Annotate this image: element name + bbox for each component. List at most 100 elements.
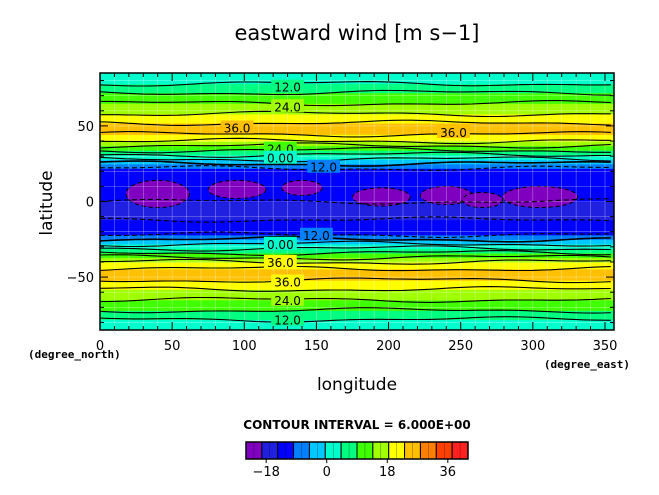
band <box>100 265 614 268</box>
band <box>100 108 614 110</box>
band <box>100 82 614 85</box>
band <box>100 280 614 282</box>
band <box>100 263 614 265</box>
band <box>100 283 614 285</box>
band <box>100 78 614 80</box>
band <box>100 172 614 175</box>
band <box>100 79 614 82</box>
band <box>100 257 614 259</box>
band <box>100 100 614 103</box>
band <box>100 181 614 184</box>
band <box>100 232 614 234</box>
band <box>100 129 614 132</box>
contour-label: 36.0 <box>224 121 251 135</box>
contour-label: 12.0 <box>274 81 301 95</box>
band <box>100 141 614 144</box>
band <box>100 138 614 140</box>
band <box>100 285 614 287</box>
easterly-patch <box>351 187 411 207</box>
contour-lines <box>100 81 611 323</box>
band <box>100 214 614 216</box>
x-tick-label: 150 <box>304 339 329 354</box>
band <box>100 189 614 191</box>
x-axis-label: longitude <box>317 375 397 395</box>
band <box>100 210 614 212</box>
band <box>100 311 614 313</box>
band <box>100 186 614 188</box>
contour-label: 12.0 <box>310 161 337 175</box>
band <box>100 221 614 224</box>
easterly-patch <box>281 179 323 196</box>
contour-line <box>100 81 611 87</box>
band <box>100 116 614 119</box>
colorbar: −18 0 18 36 <box>245 441 469 480</box>
x-tick-label: 100 <box>232 339 257 354</box>
band <box>100 155 614 157</box>
band <box>100 324 614 327</box>
contour-labels: 12.0 24.0 36.0 36.0 24.0 0.00 12.0 12.0 0.00 36.0… <box>220 79 470 327</box>
band <box>100 320 614 323</box>
band <box>100 304 614 306</box>
band <box>100 148 614 150</box>
band <box>100 114 614 116</box>
band <box>100 249 614 252</box>
colorbar-tick-label: 0 <box>323 465 331 480</box>
contour-label: 0.00 <box>267 152 294 166</box>
band <box>100 248 614 250</box>
band <box>100 150 614 153</box>
band <box>100 237 614 239</box>
band <box>100 272 614 274</box>
band <box>100 218 614 220</box>
band <box>100 161 614 163</box>
band <box>100 156 614 159</box>
band <box>100 172 614 174</box>
band <box>100 75 614 77</box>
band <box>100 286 614 288</box>
y-tick-label: 50 <box>77 120 94 135</box>
band <box>100 316 614 318</box>
band <box>100 323 614 325</box>
band <box>100 123 614 125</box>
x-tick-label: 50 <box>164 339 181 354</box>
band <box>100 252 614 254</box>
band <box>100 209 614 211</box>
band <box>100 274 614 276</box>
band <box>100 73 614 76</box>
band <box>100 109 614 111</box>
band <box>100 233 614 235</box>
band <box>100 294 614 296</box>
band <box>100 151 614 153</box>
band <box>100 296 614 299</box>
band <box>100 227 614 230</box>
band <box>100 157 614 160</box>
band <box>100 149 614 151</box>
band <box>100 266 614 268</box>
band <box>100 212 614 215</box>
band <box>100 116 614 118</box>
band <box>100 202 614 204</box>
band <box>100 84 614 86</box>
band <box>100 171 614 173</box>
contour-label: 36.0 <box>267 256 294 270</box>
band <box>100 275 614 277</box>
band <box>100 177 614 179</box>
band <box>100 180 614 182</box>
band <box>100 134 614 136</box>
band <box>100 317 614 319</box>
contour-line <box>100 110 611 118</box>
band <box>100 252 614 255</box>
band <box>100 216 614 218</box>
band <box>100 147 614 150</box>
band <box>100 258 614 260</box>
band <box>100 117 614 119</box>
band <box>100 300 614 302</box>
contour-line <box>100 142 611 149</box>
band <box>100 231 614 234</box>
band <box>100 236 614 238</box>
contour-line <box>100 89 611 96</box>
band <box>100 212 614 214</box>
band <box>100 308 614 310</box>
band <box>100 124 614 126</box>
band <box>100 128 614 130</box>
